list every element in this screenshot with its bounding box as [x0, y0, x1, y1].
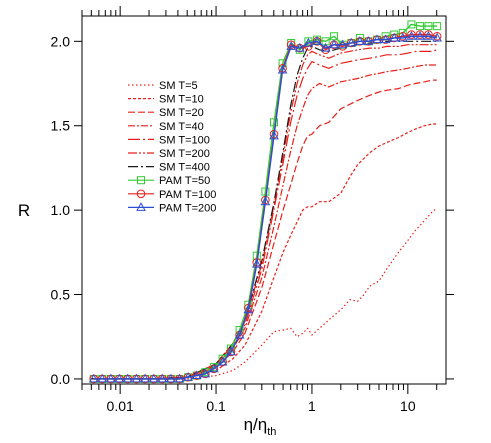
data-point-triangle	[200, 368, 211, 378]
data-point-triangle	[136, 202, 146, 211]
data-point-triangle	[389, 32, 400, 42]
data-point-circle	[244, 303, 253, 313]
data-point-triangle	[243, 304, 254, 314]
legend-label: SM T=200	[159, 148, 210, 160]
legend-label: SM T=10	[159, 94, 204, 106]
x-tick-label: 0.1	[206, 398, 226, 414]
data-point-triangle	[148, 373, 159, 383]
data-point-triangle	[106, 373, 116, 383]
series-line	[91, 40, 437, 380]
data-point-circle	[407, 30, 416, 39]
data-point-square	[407, 20, 416, 29]
plot-frame	[81, 15, 447, 385]
data-point-triangle	[260, 196, 271, 206]
data-point-triangle	[346, 37, 357, 47]
data-point-triangle	[380, 34, 391, 44]
x-tick-label: 1	[308, 398, 316, 414]
data-point-triangle	[191, 370, 202, 380]
series-line	[91, 207, 438, 380]
data-point-triangle	[294, 42, 305, 52]
data-point-circle	[398, 31, 408, 41]
legend-label: PAM T=100	[159, 189, 216, 201]
data-point-circle	[424, 30, 433, 39]
data-point-triangle	[131, 373, 142, 383]
x-tick-label: 0.01	[107, 398, 134, 414]
data-point-triangle	[122, 373, 133, 383]
legend-label: SM T=5	[159, 80, 198, 92]
y-tick-label: 1.5	[51, 118, 71, 134]
data-point-square	[433, 22, 442, 31]
y-tick-label: 2.0	[51, 33, 71, 49]
x-axis-label-subscript: th	[267, 426, 276, 438]
series-line	[91, 79, 437, 380]
data-point-triangle	[312, 36, 322, 45]
legend-label: PAM T=200	[159, 202, 216, 214]
data-point-triangle	[217, 356, 228, 366]
data-point-triangle	[114, 373, 125, 383]
y-tick-label: 1.0	[51, 202, 71, 218]
data-point-triangle	[355, 36, 365, 45]
data-point-triangle	[363, 36, 374, 45]
data-point-triangle	[432, 32, 442, 42]
data-point-circle	[432, 31, 442, 41]
data-point-triangle	[397, 32, 408, 42]
data-point-triangle	[303, 37, 314, 47]
data-point-triangle	[209, 363, 219, 373]
series-sm-t-400	[91, 40, 437, 380]
data-point-triangle	[157, 373, 168, 383]
y-axis-label: R	[18, 201, 30, 220]
series-sm-t-5	[91, 207, 438, 380]
legend-label: SM T=40	[159, 121, 204, 133]
y-tick-label: 0.0	[51, 371, 71, 387]
legend-label: SM T=400	[159, 162, 210, 174]
series-line	[91, 123, 437, 380]
data-point-circle	[136, 189, 146, 199]
series-pam-t-200	[88, 31, 442, 383]
series-sm-t-10	[91, 123, 437, 380]
series-sm-t-20	[91, 79, 437, 380]
data-point-triangle	[251, 258, 262, 268]
data-point-triangle	[166, 373, 176, 383]
data-point-triangle	[286, 41, 297, 50]
data-point-triangle	[277, 64, 288, 74]
data-point-square	[424, 22, 433, 31]
data-point-square	[416, 22, 425, 31]
data-point-circle	[415, 30, 425, 39]
data-point-triangle	[372, 34, 382, 44]
series-line	[93, 35, 438, 380]
data-point-triangle	[329, 39, 339, 49]
axes-layer: 0.01 0.1 1 10 0.0 0.5 1.0 1.5 2.0	[51, 6, 454, 414]
data-point-triangle	[269, 130, 279, 140]
legend-label: SM T=20	[159, 107, 204, 119]
x-axis-label-main: η/η	[244, 415, 268, 434]
data-point-triangle	[423, 31, 434, 40]
data-point-triangle	[226, 346, 236, 356]
x-tick-label: 10	[400, 398, 416, 414]
data-point-square	[269, 118, 278, 127]
x-axis-label: η/ηth	[244, 415, 277, 438]
data-point-triangle	[140, 373, 150, 383]
data-point-triangle	[97, 373, 108, 383]
data-point-square	[137, 176, 145, 185]
data-point-triangle	[174, 373, 185, 383]
legend-label: PAM T=50	[159, 175, 210, 187]
y-tick-label: 0.5	[51, 287, 71, 303]
data-point-triangle	[406, 31, 417, 40]
data-point-triangle	[415, 31, 425, 40]
data-point-triangle	[88, 373, 99, 383]
data-point-triangle	[337, 39, 348, 49]
data-point-triangle	[320, 42, 331, 52]
data-point-triangle	[183, 372, 193, 381]
legend-label: SM T=100	[159, 134, 210, 146]
series-layer	[88, 20, 442, 384]
data-point-triangle	[234, 329, 245, 339]
